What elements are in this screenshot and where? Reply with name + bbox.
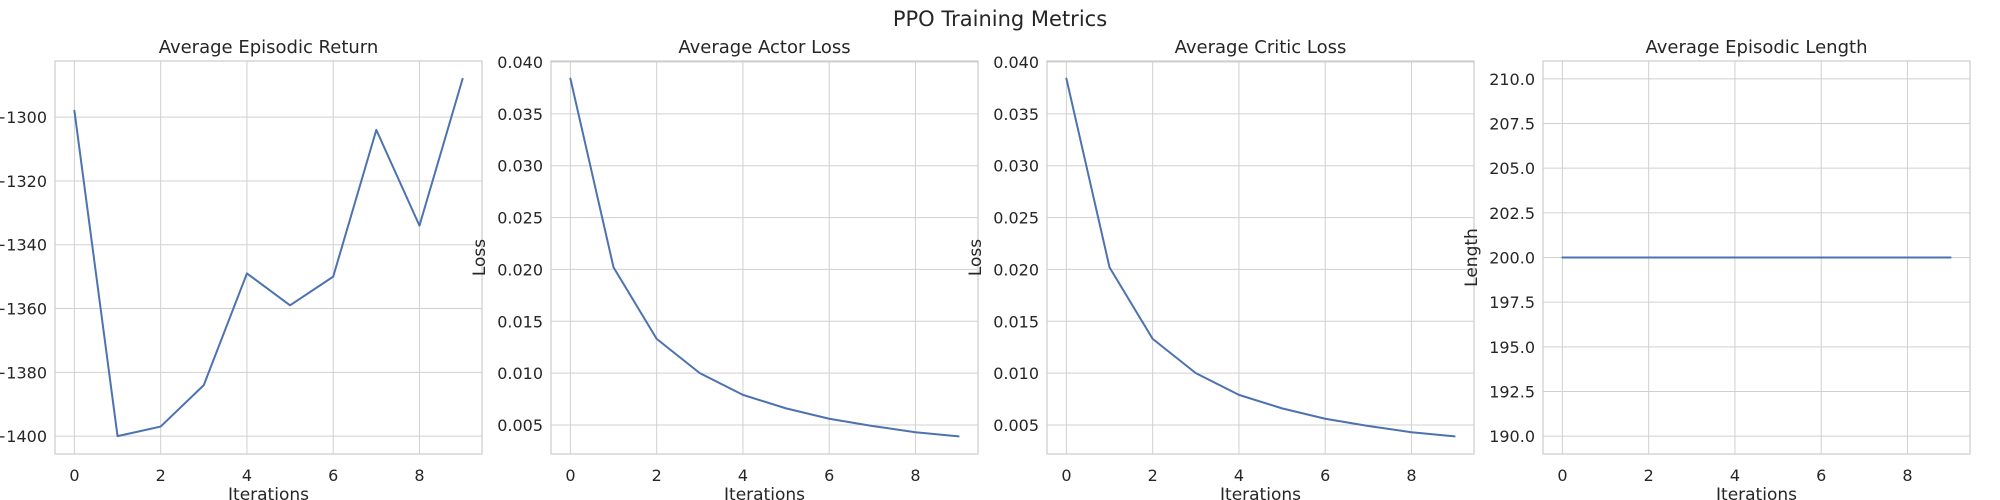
y-tick-label: 207.5 (1489, 115, 1535, 134)
x-tick-label: 6 (328, 466, 338, 485)
x-tick-label: 0 (565, 466, 575, 485)
x-tick-label: 4 (242, 466, 252, 485)
panel-actor-loss: 0 2 4 6 8 0.005 0.010 0.015 0.020 0.025 0.030 0.035… (470, 37, 979, 500)
y-tick-label: 0.010 (993, 364, 1039, 383)
series-line (1065, 77, 1456, 438)
y-tick-label: 197.5 (1489, 293, 1535, 312)
gridlines (1047, 61, 1474, 454)
y-tick-label: 190.0 (1489, 427, 1535, 446)
x-tick-label: 2 (1644, 466, 1654, 485)
y-tick-label: 200.0 (1489, 249, 1535, 268)
series-line (73, 77, 464, 438)
x-tick-label: 4 (1234, 466, 1244, 485)
y-axis-label: Loss (470, 239, 490, 276)
figure-suptitle: PPO Training Metrics (893, 7, 1107, 31)
x-tick-label: 6 (824, 466, 834, 485)
x-tick-label: 0 (69, 466, 79, 485)
y-tick-label: 0.040 (497, 53, 543, 72)
x-tick-label: 0 (1061, 466, 1071, 485)
y-axis-label: Loss (966, 239, 986, 276)
x-tick-label: 8 (1902, 466, 1912, 485)
y-tick-label: −1380 (0, 363, 47, 382)
plot-frame (1542, 60, 1971, 455)
panel-critic-loss: 0 2 4 6 8 0.005 0.010 0.015 0.020 0.025 0.030 0.035… (966, 37, 1475, 500)
y-tick-label: 210.0 (1489, 70, 1535, 89)
y-tick-label: 0.035 (497, 105, 543, 124)
x-axis-label: Iterations (1716, 485, 1797, 500)
panel-title: Average Episodic Return (159, 37, 379, 58)
x-tick-label: 6 (1816, 466, 1826, 485)
y-tick-label: −1340 (0, 236, 47, 255)
panel-episodic-return: 0 2 4 6 8 −1400 −1380 −1360 −1340 −1320 −1300 Avera… (0, 37, 483, 500)
panel-title: Average Critic Loss (1175, 37, 1347, 58)
x-tick-label: 8 (910, 466, 920, 485)
y-tick-label: 0.025 (497, 209, 543, 228)
x-tick-label: 2 (1148, 466, 1158, 485)
y-tick-label: 0.015 (993, 312, 1039, 331)
y-axis-label: Length (1462, 228, 1482, 287)
x-tick-label: 2 (156, 466, 166, 485)
panel-title: Average Episodic Length (1646, 37, 1868, 58)
y-tick-label: 0.010 (497, 364, 543, 383)
y-tick-label: −1400 (0, 427, 47, 446)
x-axis-label: Iterations (228, 485, 309, 500)
y-tick-label: 195.0 (1489, 338, 1535, 357)
y-tick-label: 0.030 (993, 157, 1039, 176)
y-tick-label: −1320 (0, 172, 47, 191)
x-tick-label: 4 (738, 466, 748, 485)
x-tick-label: 8 (1406, 466, 1416, 485)
x-tick-label: 4 (1730, 466, 1740, 485)
plot-frame (1046, 60, 1475, 455)
y-tick-label: −1360 (0, 300, 47, 319)
y-tick-label: 0.005 (497, 416, 543, 435)
y-tick-label: −1300 (0, 108, 47, 127)
y-tick-label: 0.020 (993, 260, 1039, 279)
y-tick-label: 205.0 (1489, 159, 1535, 178)
y-tick-label: 0.030 (497, 157, 543, 176)
y-tick-label: 202.5 (1489, 204, 1535, 223)
series-line (569, 77, 960, 438)
x-tick-label: 6 (1320, 466, 1330, 485)
y-tick-label: 0.015 (497, 312, 543, 331)
x-tick-label: 8 (414, 466, 424, 485)
x-tick-label: 2 (652, 466, 662, 485)
y-tick-label: 0.020 (497, 260, 543, 279)
plot-frame (550, 60, 979, 455)
x-axis-label: Iterations (1220, 485, 1301, 500)
panel-title: Average Actor Loss (678, 37, 850, 58)
panel-episodic-length: 0 2 4 6 8 190.0 192.5 195.0 197.5 200.0 202.5 205.0… (1462, 37, 1971, 500)
y-tick-label: 192.5 (1489, 382, 1535, 401)
x-axis-label: Iterations (724, 485, 805, 500)
gridlines (55, 61, 482, 454)
y-tick-label: 0.035 (993, 105, 1039, 124)
plot-frame (54, 60, 483, 455)
y-tick-label: 0.040 (993, 53, 1039, 72)
y-tick-label: 0.005 (993, 416, 1039, 435)
y-tick-label: 0.025 (993, 209, 1039, 228)
x-tick-label: 0 (1557, 466, 1567, 485)
gridlines (551, 61, 978, 454)
